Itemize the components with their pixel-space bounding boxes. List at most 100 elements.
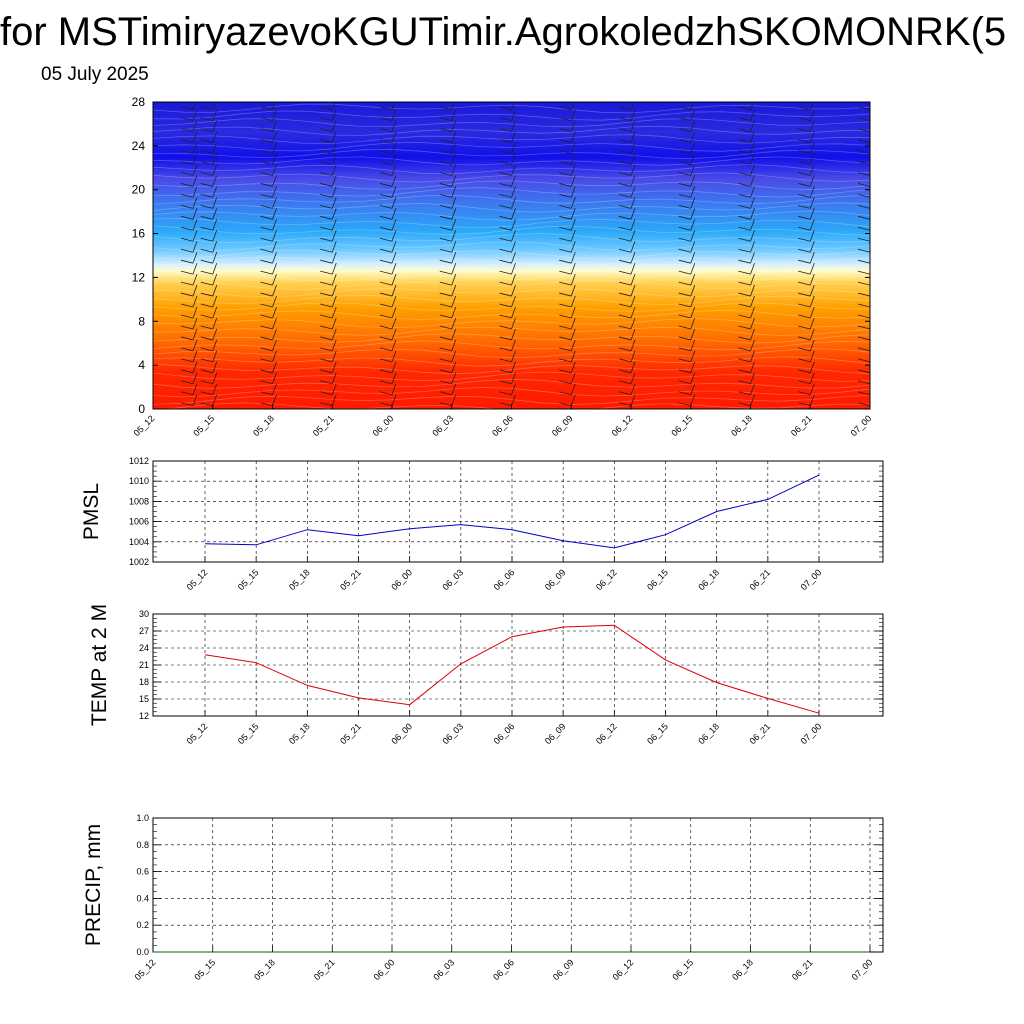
x-tick-label: 06_21 (790, 957, 815, 982)
wind-barb (738, 230, 755, 242)
wind-barb-flag (260, 380, 273, 385)
wind-barb-staff (451, 102, 455, 110)
wind-barb (678, 142, 696, 154)
wind-barb-flag (738, 194, 751, 198)
wind-barb-staff (630, 306, 636, 319)
wind-barb (200, 102, 216, 111)
wind-barb-flag (499, 150, 512, 154)
wind-barb-flag (559, 226, 572, 231)
y-tick-label: 12 (139, 711, 149, 721)
wind-barb-staff (511, 175, 516, 187)
wind-barb-flag (180, 106, 194, 111)
wind-barb-flag (738, 139, 751, 143)
wind-barb-flag (559, 336, 572, 341)
wind-barb (439, 350, 457, 363)
wind-barb-flag (798, 172, 811, 176)
wind-barb (738, 328, 755, 341)
wind-barb (857, 194, 870, 198)
wind-barb-staff (690, 164, 696, 176)
wind-barb-staff (750, 164, 755, 176)
wind-barb-staff (869, 305, 870, 308)
wind-barb (260, 186, 277, 198)
wind-barb-staff (750, 230, 755, 242)
wind-barb-staff (451, 208, 457, 220)
wind-barb (200, 350, 218, 363)
wind-barb-flag (559, 369, 572, 374)
wind-barb (200, 109, 218, 122)
wind-barb (200, 295, 218, 308)
wind-barb (678, 328, 696, 341)
wind-barb-flag (738, 336, 751, 341)
wind-barb-staff (570, 153, 576, 165)
wind-barb-flag (379, 139, 393, 143)
wind-barb-staff (750, 361, 755, 373)
wind-barb-staff (750, 284, 755, 297)
wind-barb-staff (570, 175, 576, 187)
wind-barb-flag (499, 215, 512, 220)
wind-barb-staff (272, 197, 277, 209)
wind-barb (618, 142, 636, 154)
wind-barb-flag (180, 183, 194, 187)
wind-barb-staff (809, 328, 815, 341)
wind-barb (559, 142, 576, 154)
wind-barb-flag (738, 150, 751, 154)
wind-barb (857, 303, 870, 308)
wind-barb-flag (678, 204, 691, 209)
wind-barb (738, 164, 755, 176)
wind-barb-staff (750, 328, 755, 341)
wind-barb (678, 394, 696, 407)
wind-barb-staff (630, 273, 636, 286)
wind-barb-staff (511, 361, 516, 373)
wind-barb-flag (798, 314, 811, 319)
wind-barb-staff (570, 131, 576, 143)
wind-barb-staff (192, 109, 198, 121)
wind-barb (738, 109, 755, 122)
wind-barb-staff (192, 241, 198, 253)
wind-barb (379, 328, 397, 341)
wind-barb-staff (451, 153, 457, 165)
wind-barb (320, 306, 337, 319)
wind-barb-staff (630, 383, 636, 395)
wind-barb-flag (380, 96, 392, 99)
wind-barb-staff (690, 120, 696, 132)
wind-barb-flag (559, 281, 572, 286)
wind-barb-flag (798, 292, 811, 297)
wind-barb (559, 175, 576, 187)
wind-barb-flag (738, 270, 751, 275)
wind-barb-staff (212, 350, 218, 362)
wind-barb-flag (379, 270, 393, 275)
wind-barb-staff (690, 317, 696, 330)
wind-barb-staff (451, 197, 457, 209)
contour-line (153, 309, 870, 320)
wind-barb-flag (857, 369, 870, 374)
wind-barb (678, 295, 696, 308)
wind-barb-staff (809, 263, 815, 275)
wind-barb-flag (320, 369, 333, 374)
wind-barb-staff (331, 317, 337, 330)
wind-barb-staff (192, 197, 198, 209)
wind-barb (260, 361, 277, 374)
wind-barb-staff (869, 251, 870, 253)
wind-barb-flag (857, 391, 870, 396)
wind-barb-staff (570, 186, 576, 198)
wind-barb-staff (331, 383, 337, 395)
contour-line (153, 318, 870, 329)
wind-barb-flag (738, 172, 751, 176)
wind-barb-staff (212, 306, 218, 319)
y-tick-label: 0.0 (136, 947, 149, 957)
wind-barb-flag (180, 172, 194, 176)
wind-barb-flag (320, 161, 333, 165)
wind-barb-staff (391, 372, 397, 384)
wind-barb-flag (559, 150, 572, 154)
wind-barb-flag (181, 96, 193, 99)
wind-barb-staff (690, 394, 696, 406)
wind-barb-flag (678, 336, 691, 341)
wind-barb-staff (331, 131, 337, 143)
wind-barb-flag (559, 172, 572, 176)
wind-barb-staff (391, 350, 397, 362)
wind-barb (559, 339, 576, 352)
wind-barb (320, 208, 337, 220)
wind-barb-flag (260, 204, 273, 209)
wind-barb-staff (192, 339, 198, 352)
wind-barb-flag (798, 380, 811, 385)
